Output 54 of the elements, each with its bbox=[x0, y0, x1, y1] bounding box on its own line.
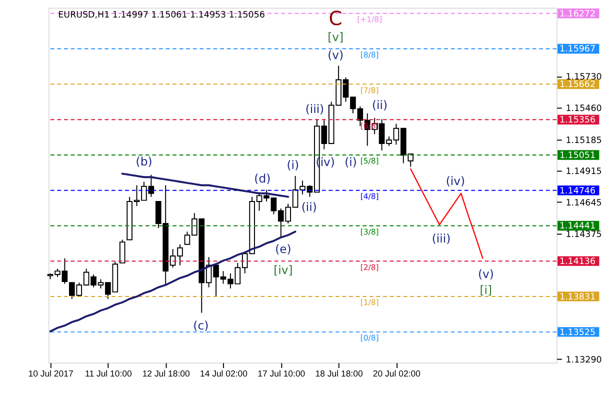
annotation: [2/8] bbox=[360, 262, 379, 272]
annotation: (c) bbox=[193, 318, 209, 332]
annotation: (ii) bbox=[301, 200, 317, 214]
y-tick-label: 1.14915 bbox=[566, 167, 602, 178]
annotation: [+1/8] bbox=[357, 15, 382, 24]
ref-line-label: 1.14136 bbox=[559, 257, 596, 267]
annotation: C bbox=[328, 6, 342, 30]
x-tick-label: 12 Jul 18:00 bbox=[142, 368, 190, 379]
x-tick-label: 14 Jul 02:00 bbox=[200, 368, 248, 379]
y-tick-label: 1.14645 bbox=[566, 198, 602, 208]
annotation: [4/8] bbox=[360, 192, 379, 202]
ref-line-label: 1.15662 bbox=[559, 80, 596, 90]
line-series bbox=[410, 168, 484, 259]
annotation: [8/8] bbox=[360, 50, 379, 60]
annotation: (iii) bbox=[305, 102, 324, 116]
ref-line-label: 1.14441 bbox=[559, 222, 596, 232]
x-tick-label: 20 Jul 02:00 bbox=[372, 368, 421, 379]
annotation: (v) bbox=[328, 48, 344, 62]
ref-line-label: 1.15051 bbox=[559, 150, 596, 161]
annotation: [5/8] bbox=[360, 156, 379, 166]
annotation: (v) bbox=[478, 266, 494, 281]
annotation: (iii) bbox=[432, 232, 451, 246]
annotation: [i] bbox=[480, 283, 492, 298]
annotation: [0/8] bbox=[360, 334, 379, 343]
ref-line-label: 1.15356 bbox=[559, 116, 596, 126]
ref-line-label: 1.13831 bbox=[559, 292, 596, 302]
y-tick-label: 1.15460 bbox=[566, 104, 602, 114]
annotation: [v] bbox=[328, 30, 344, 44]
x-tick-label: 11 Jul 10:00 bbox=[84, 368, 132, 379]
annotation: (ii) bbox=[372, 98, 388, 112]
x-tick-label: 17 Jul 10:00 bbox=[258, 368, 306, 379]
annotation: (iv) bbox=[446, 174, 466, 188]
annotation: [iv] bbox=[274, 262, 293, 277]
ref-line-label: 1.13525 bbox=[559, 328, 596, 338]
x-tick-label: 10 Jul 2017 bbox=[28, 368, 74, 379]
annotation: (i) bbox=[344, 155, 357, 170]
annotation: [7/8] bbox=[360, 86, 379, 95]
annotation: (b) bbox=[136, 154, 152, 168]
annotation: (d) bbox=[254, 171, 271, 186]
annotation: [3/8] bbox=[360, 227, 379, 236]
annotation: [1/8] bbox=[360, 298, 379, 308]
y-tick-label: 1.14375 bbox=[566, 230, 602, 240]
line-series bbox=[121, 172, 290, 198]
annotation: (e) bbox=[275, 242, 292, 256]
annotation: (i) bbox=[286, 158, 300, 172]
chart-title: EURUSD,H1 1.14997 1.15061 1.14953 1.15056 bbox=[58, 10, 265, 20]
ref-line-label: 1.16272 bbox=[559, 9, 596, 20]
x-tick-label: 18 Jul 18:00 bbox=[315, 368, 363, 379]
line-series bbox=[49, 230, 296, 332]
ref-line-label: 1.15967 bbox=[559, 44, 596, 55]
ref-line-label: 1.14746 bbox=[559, 186, 596, 196]
y-tick-label: 1.15185 bbox=[566, 136, 602, 146]
candlestick bbox=[119, 239, 126, 264]
y-tick-label: 1.13290 bbox=[566, 356, 602, 366]
